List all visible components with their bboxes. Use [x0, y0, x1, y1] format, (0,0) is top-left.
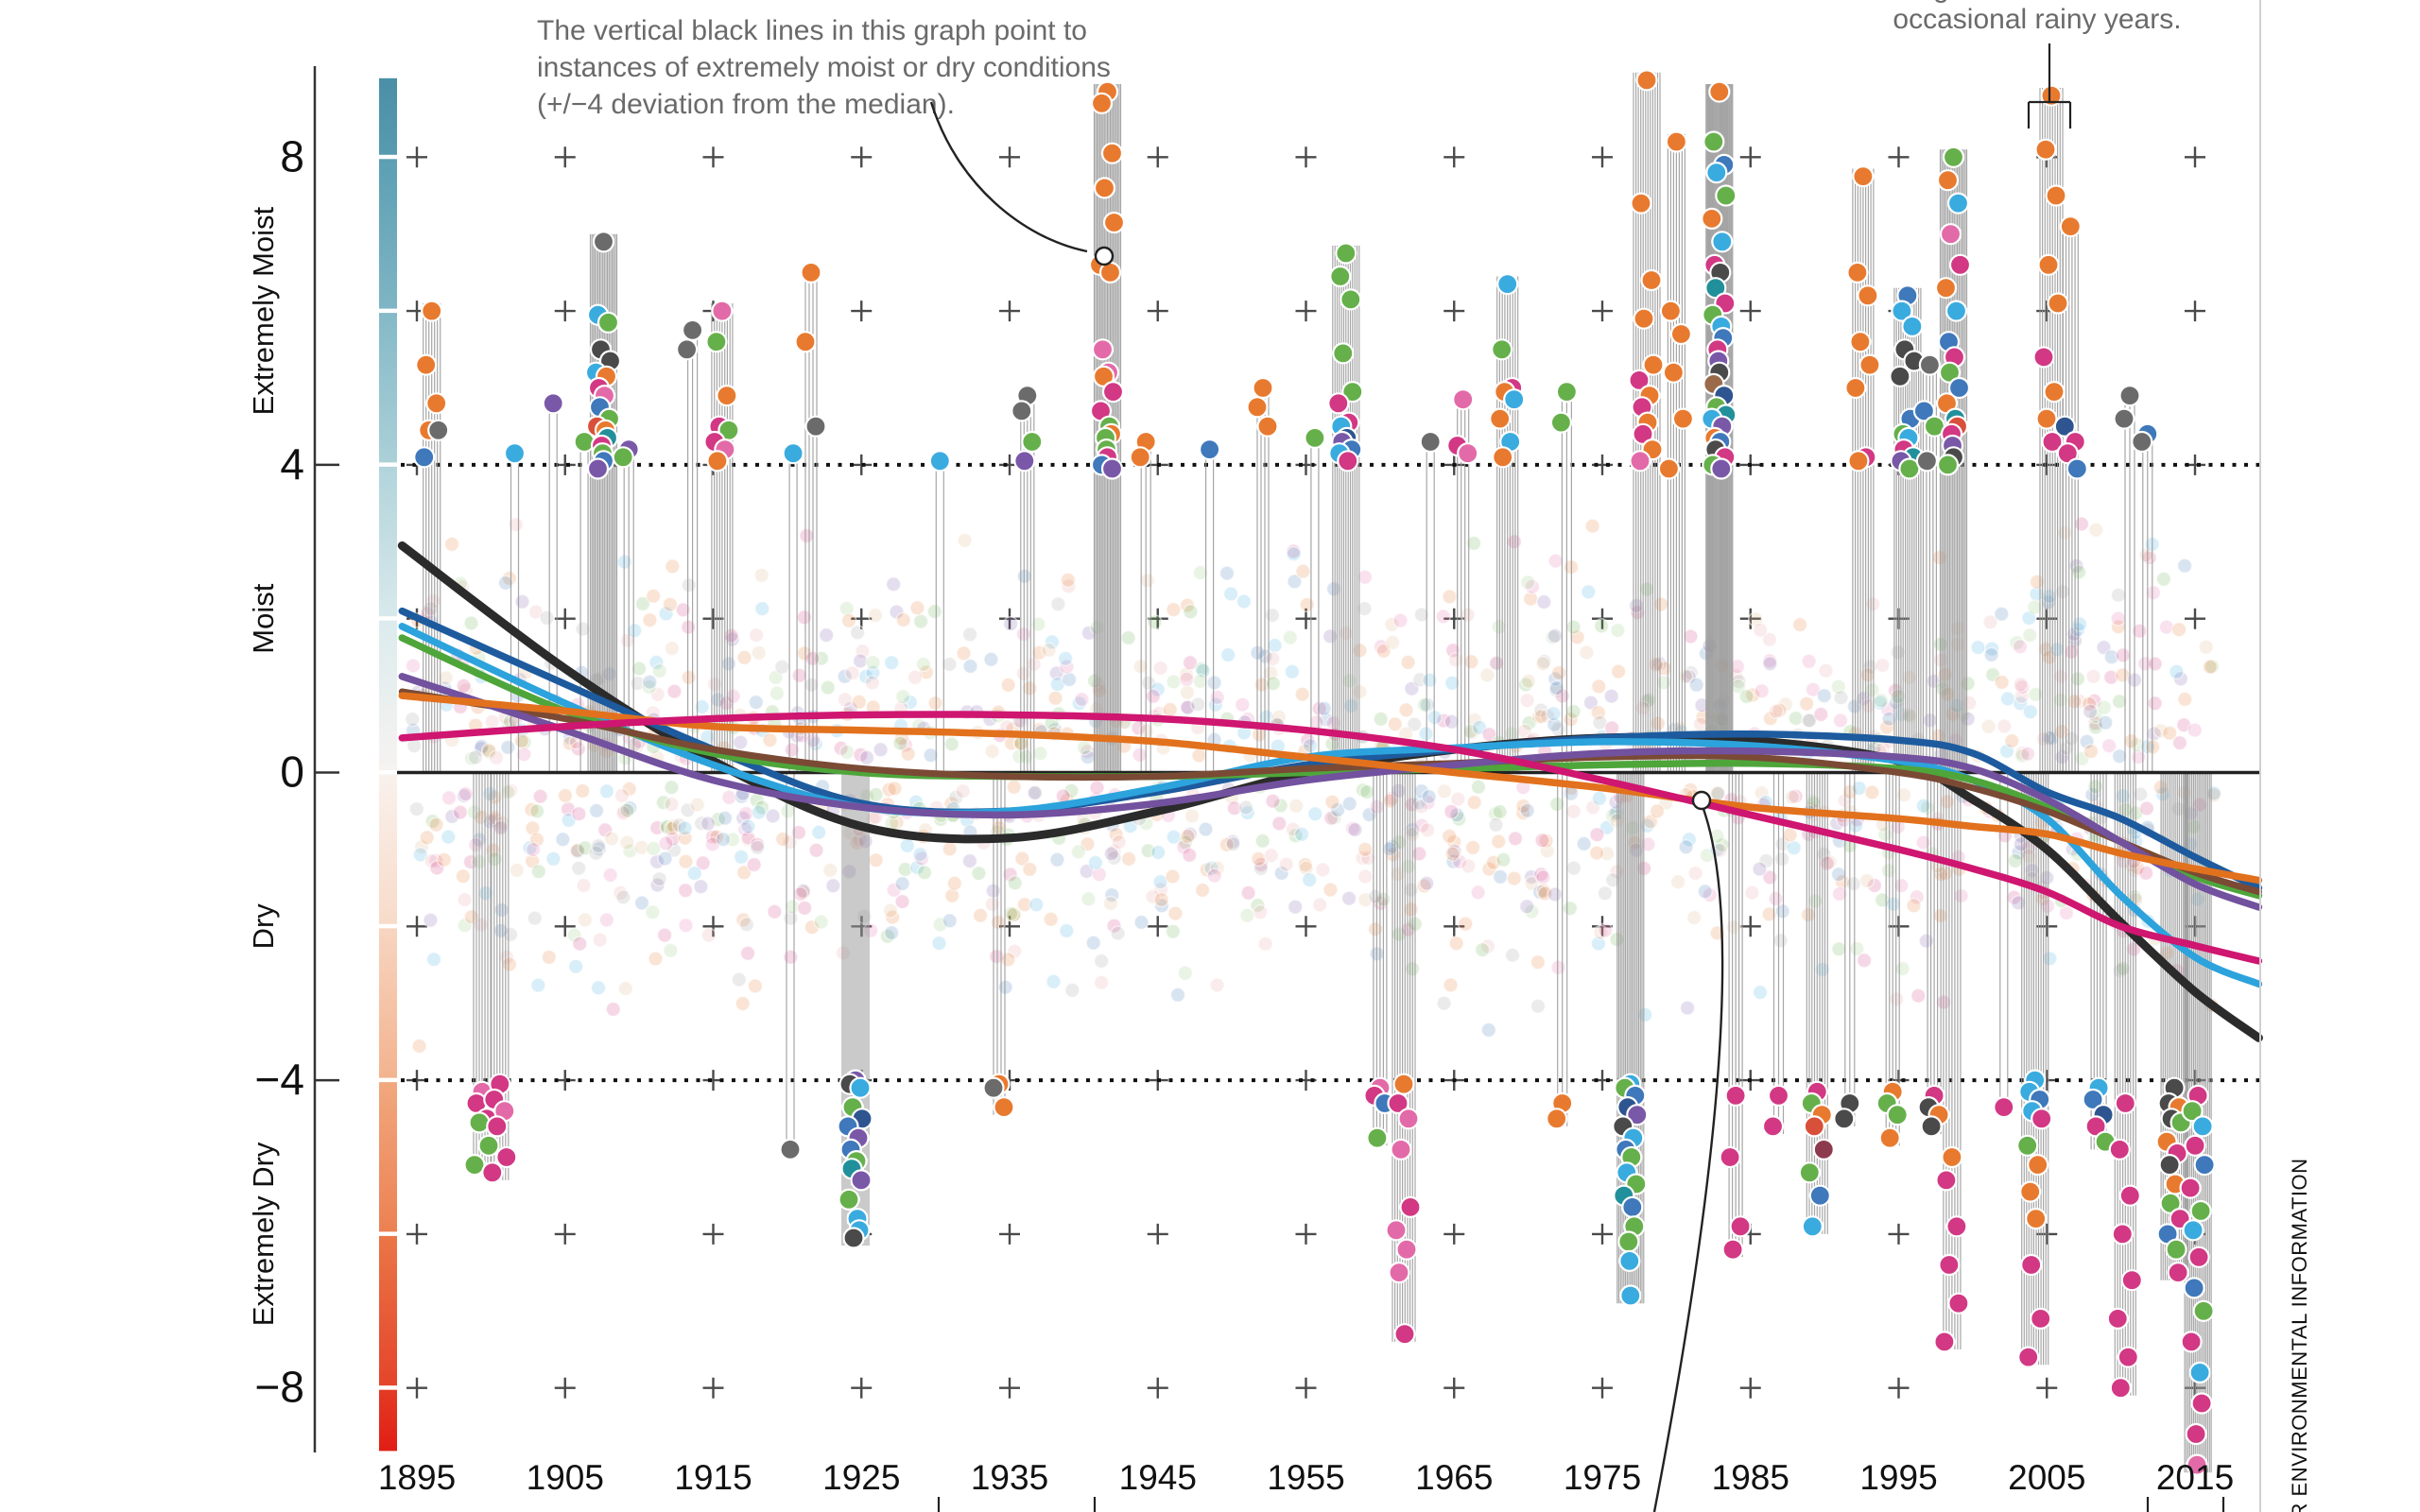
x-axis: 1895 1905 1915 1925 1935 1945 1955 1965 1975 1985… — [378, 1458, 2234, 1497]
x-tick-label: 1905 — [527, 1458, 604, 1497]
side-credit-text: FOR ENVIRONMENTAL INFORMATION — [2288, 1158, 2311, 1512]
annotation-rainy-callout: goccasional rainy years. — [1893, 0, 2182, 129]
y-axis: 8 4 0 −4 −8 Extremely Moist Moist Dry Extremely … — [247, 66, 339, 1452]
annotation-extremes-callout: The vertical black lines in this graph p… — [537, 15, 1115, 266]
x-tick-label: 1915 — [674, 1458, 752, 1497]
bottom-leader-start — [1691, 790, 1712, 811]
trend-curve-purple — [398, 673, 2263, 911]
rainy-bracket — [2027, 43, 2072, 129]
x-tick-label: 1895 — [378, 1458, 456, 1497]
rainy-clipped-fragment: g — [1933, 0, 1949, 4]
callout-line: instances of extremely moist or dry cond… — [537, 52, 1111, 83]
y-tick-label: −4 — [255, 1055, 304, 1104]
x-tick-label: 1945 — [1119, 1458, 1197, 1497]
x-tick-label: 1935 — [971, 1458, 1048, 1497]
trend-curve-magenta — [398, 711, 2263, 965]
x-tick-label: 1985 — [1712, 1458, 1789, 1497]
callout-line: (+/−4 deviation from the median). — [537, 89, 955, 120]
x-tick-label: 2005 — [2008, 1458, 2085, 1497]
x-tick-label: 1925 — [822, 1458, 900, 1497]
rainy-text: occasional rainy years. — [1893, 4, 2181, 35]
x-tick-label: 1965 — [1415, 1458, 1493, 1497]
x-tick-label: 1955 — [1267, 1458, 1344, 1497]
y-category-label: Extremely Dry — [247, 1142, 280, 1326]
y-tick-label: 8 — [280, 131, 304, 180]
y-category-label: Extremely Moist — [247, 206, 280, 415]
regional-trend-curves — [397, 541, 2263, 1042]
y-tick-label: −8 — [255, 1363, 304, 1412]
x-tick-label: 1975 — [1564, 1458, 1641, 1497]
y-category-label: Moist — [247, 583, 280, 653]
trend-curve-orange — [398, 692, 2263, 885]
bottom-bracket-stubs — [937, 1497, 2225, 1512]
y-category-label: Dry — [247, 903, 280, 950]
y-tick-label: 0 — [280, 747, 304, 797]
moisture-colorbar — [379, 77, 397, 1452]
callout-line: The vertical black lines in this graph p… — [537, 15, 1087, 46]
y-tick-label: 4 — [280, 439, 304, 489]
annotation-bottom-leader — [1652, 790, 1724, 1512]
extreme-event-points — [413, 69, 2216, 1476]
x-tick-label: 2015 — [2156, 1458, 2234, 1497]
x-tick-label: 1995 — [1859, 1458, 1937, 1497]
callout-leader-end — [1094, 246, 1115, 266]
bottom-leader-line — [1652, 808, 1724, 1512]
callout-leader-line — [929, 101, 1088, 253]
